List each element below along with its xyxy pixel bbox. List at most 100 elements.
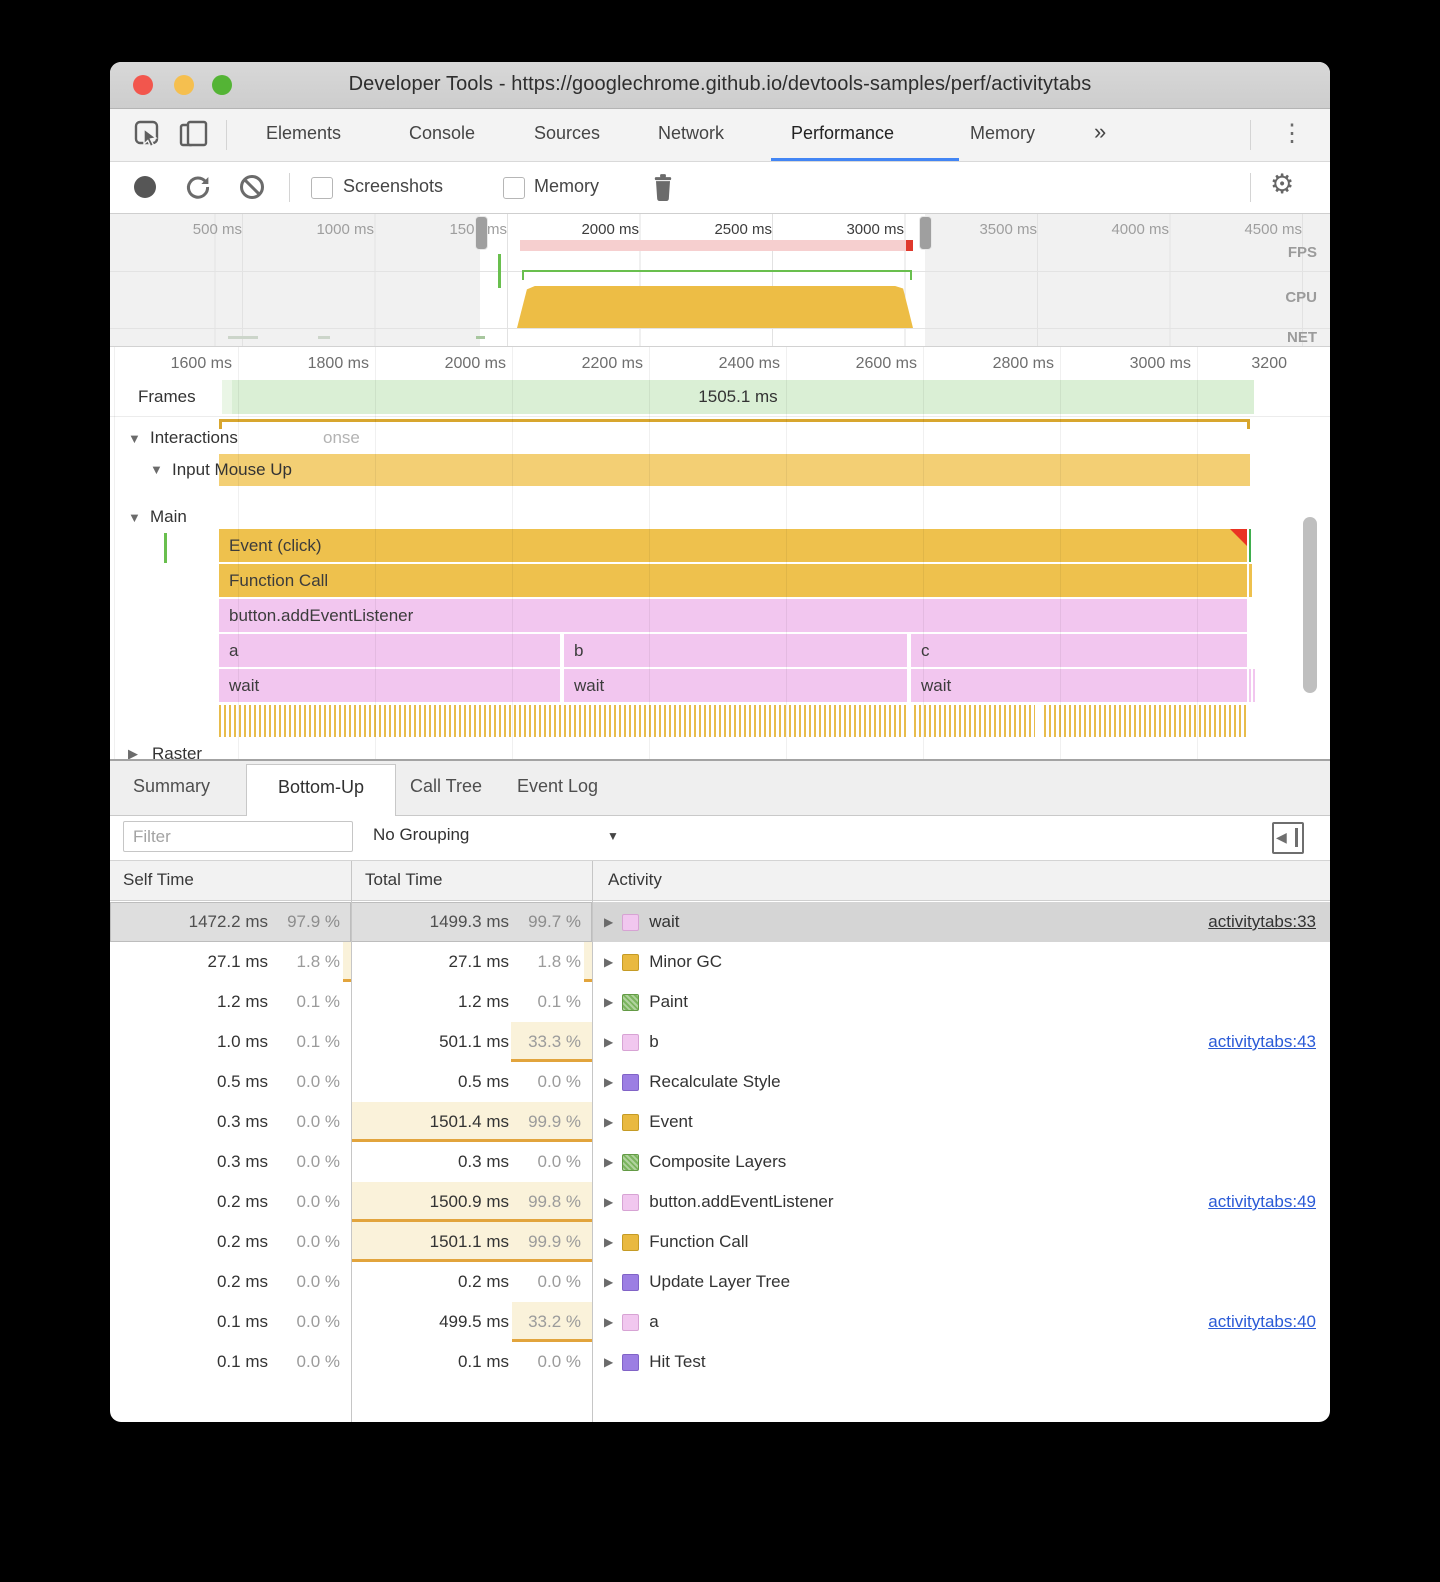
tab-elements[interactable]: Elements [266, 123, 342, 143]
table-row[interactable]: 0.1 ms 0.0 % 499.5 ms 33.2 % ▶ a activitytab… [110, 1302, 1330, 1342]
tab-sources[interactable]: Sources [534, 123, 601, 143]
details-toolbar: No Grouping ▼ ◀ [110, 816, 1330, 861]
clear-recording-button[interactable] [238, 173, 266, 206]
tab-performance[interactable]: Performance [791, 123, 895, 143]
vertical-scrollbar-thumb[interactable] [1303, 517, 1317, 693]
raster-lane-label[interactable]: Raster [152, 744, 203, 759]
raster-expander-icon[interactable]: ▶ [128, 746, 138, 759]
listener-bar[interactable]: button.addEventListener [219, 599, 1247, 632]
screenshots-checkbox[interactable] [311, 177, 333, 199]
col-total-time[interactable]: Total Time [365, 870, 443, 889]
inspect-element-icon[interactable] [133, 119, 163, 154]
interaction-span-line [219, 419, 1250, 422]
expand-arrow-icon[interactable]: ▶ [604, 955, 614, 969]
activity-swatch [622, 1313, 640, 1331]
main-expander-icon[interactable]: ▼ [128, 510, 141, 525]
table-row[interactable]: 0.5 ms 0.0 % 0.5 ms 0.0 % ▶ Recalculate Sty… [216, 1072, 781, 1091]
more-tabs-icon[interactable]: » [1094, 119, 1107, 144]
close-button[interactable] [133, 75, 153, 95]
column-divider[interactable] [592, 861, 593, 1422]
expand-arrow-icon[interactable]: ▶ [604, 1035, 614, 1049]
expand-arrow-icon[interactable]: ▶ [604, 1195, 614, 1209]
zoom-button[interactable] [212, 75, 232, 95]
source-link[interactable]: activitytabs:43 [1208, 1032, 1316, 1051]
table-row[interactable]: 27.1 ms 1.8 % 27.1 ms 1.8 % ▶ Minor GC [110, 942, 1330, 982]
col-self-time[interactable]: Self Time [123, 870, 194, 889]
show-heaviest-stack-icon[interactable]: ◀ [1272, 822, 1304, 854]
expand-arrow-icon[interactable]: ▶ [604, 1115, 614, 1129]
net-mark [318, 336, 330, 339]
overview-tick: 2000 ms [581, 221, 639, 238]
wait-bar[interactable]: wait [219, 669, 560, 702]
memory-checkbox[interactable] [503, 177, 525, 199]
window-titlebar: Developer Tools - https://googlechrome.g… [110, 62, 1330, 109]
table-row[interactable]: 0.2 ms 0.0 % 0.2 ms 0.0 % ▶ Update Layer Tr… [216, 1272, 791, 1291]
table-row[interactable]: 1472.2 ms 97.9 % 1499.3 ms 99.7 % ▶ wait act… [110, 902, 1330, 942]
frame-bar[interactable]: 1505.1 ms [222, 380, 1254, 414]
frame-bar-start [222, 380, 232, 414]
trash-icon[interactable] [650, 173, 676, 206]
tab-event-log[interactable]: Event Log [517, 776, 599, 796]
timeline-overview[interactable]: 500 ms 1000 ms 1500 ms 2000 ms 2500 ms 3… [110, 214, 1330, 347]
tab-call-tree[interactable]: Call Tree [410, 776, 483, 796]
wait-bar[interactable]: wait [564, 669, 907, 702]
table-row[interactable]: 1.2 ms 0.1 % 1.2 ms 0.1 % ▶ Paint [216, 992, 688, 1011]
tab-console[interactable]: Console [409, 123, 476, 143]
function-call-bar[interactable]: Function Call [219, 564, 1247, 597]
table-row[interactable]: 0.1 ms 0.0 % 0.1 ms 0.0 % ▶ Hit Test [216, 1352, 706, 1371]
call-c-bar[interactable]: c [911, 634, 1247, 667]
activity-swatch [622, 1273, 640, 1291]
main-lane-label[interactable]: Main [150, 507, 187, 526]
event-click-bar[interactable]: Event (click) [219, 529, 1247, 562]
call-b-bar[interactable]: b [564, 634, 907, 667]
table-row[interactable]: 1.0 ms 0.1 % 501.1 ms 33.3 % ▶ b activitytab… [110, 1022, 1330, 1062]
table-row[interactable]: 0.3 ms 0.0 % 1501.4 ms 99.9 % ▶ Event [110, 1102, 1330, 1142]
pane-divider[interactable] [110, 759, 1330, 761]
micro-tasks-strip[interactable] [219, 705, 1247, 737]
tab-memory[interactable]: Memory [970, 123, 1036, 143]
tab-summary[interactable]: Summary [133, 776, 211, 796]
table-row[interactable]: 0.3 ms 0.0 % 0.3 ms 0.0 % ▶ Composite Layer… [216, 1152, 787, 1171]
window-title: Developer Tools - https://googlechrome.g… [348, 73, 1092, 95]
source-link[interactable]: activitytabs:33 [1208, 912, 1316, 931]
flame-chart[interactable]: 1600 ms 1800 ms 2000 ms 2200 ms 2400 ms … [110, 347, 1330, 759]
interactions-lane-label[interactable]: Interactions [150, 428, 238, 447]
frames-lane-label[interactable]: Frames [138, 387, 196, 406]
expand-arrow-icon[interactable]: ▶ [604, 1315, 614, 1329]
source-link[interactable]: activitytabs:49 [1208, 1192, 1316, 1211]
source-link[interactable]: activitytabs:40 [1208, 1312, 1316, 1331]
column-divider[interactable] [351, 861, 352, 1422]
reload-and-record-button[interactable] [184, 173, 212, 206]
tab-network[interactable]: Network [658, 123, 725, 143]
settings-gear-icon[interactable]: ⚙ [1270, 169, 1295, 200]
wait-bar[interactable]: wait [911, 669, 1247, 702]
selection-right-handle[interactable] [919, 216, 932, 250]
call-a-bar[interactable]: a [219, 634, 560, 667]
expand-arrow-icon[interactable]: ▶ [604, 1235, 614, 1249]
col-activity[interactable]: Activity [608, 870, 662, 889]
expand-arrow-icon[interactable]: ▶ [604, 1075, 614, 1089]
grouping-select[interactable]: No Grouping [373, 825, 470, 844]
input-mouse-up-bar[interactable] [219, 454, 1250, 486]
table-row[interactable]: 0.2 ms 0.0 % 1500.9 ms 99.8 % ▶ button.addE… [110, 1182, 1330, 1222]
expand-arrow-icon[interactable]: ▶ [604, 1275, 614, 1289]
flame-tick: 1800 ms [307, 355, 369, 372]
tab-bottom-up[interactable]: Bottom-Up [246, 764, 396, 816]
interactions-expander-icon[interactable]: ▼ [128, 431, 141, 446]
interaction-span-cap [219, 419, 222, 429]
expand-arrow-icon[interactable]: ▶ [604, 915, 614, 929]
input-mouse-up-expander-icon[interactable]: ▼ [150, 462, 163, 477]
expand-arrow-icon[interactable]: ▶ [604, 1155, 614, 1169]
filter-input[interactable] [123, 821, 353, 852]
selection-left-handle[interactable] [475, 216, 488, 250]
minimize-button[interactable] [174, 75, 194, 95]
expand-arrow-icon[interactable]: ▶ [604, 1355, 614, 1369]
grouping-caret-icon[interactable]: ▼ [607, 829, 619, 843]
record-button[interactable] [134, 176, 156, 198]
flame-tick: 2200 ms [581, 355, 643, 372]
flame-tick: 2800 ms [992, 355, 1054, 372]
expand-arrow-icon[interactable]: ▶ [604, 995, 614, 1009]
main-menu-kebab-icon[interactable]: ⋮ [1280, 120, 1304, 147]
table-row[interactable]: 0.2 ms 0.0 % 1501.1 ms 99.9 % ▶ Function Ca… [110, 1222, 1330, 1262]
device-toolbar-icon[interactable] [178, 119, 210, 154]
